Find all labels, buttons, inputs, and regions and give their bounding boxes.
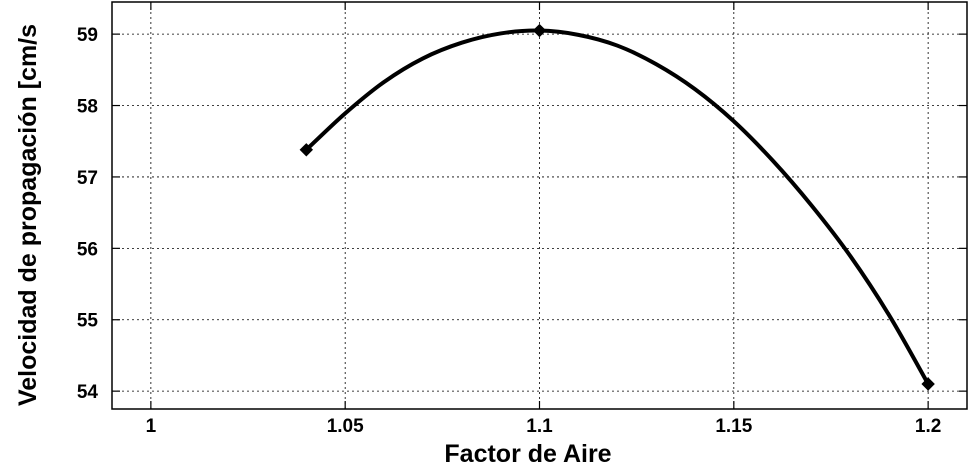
- x-axis-title: Factor de Aire: [444, 440, 611, 464]
- y-tick-label: 57: [77, 168, 98, 189]
- plot-area: [112, 2, 967, 409]
- x-tick-label: 1.2: [915, 416, 941, 437]
- x-tick-label: 1.05: [327, 416, 364, 437]
- markers-layer: [299, 23, 935, 391]
- data-point-marker: [299, 143, 314, 157]
- y-tick-label: 58: [77, 97, 98, 118]
- x-tick-label: 1.1: [526, 416, 553, 437]
- y-axis-title: Velocidad de propagación [cm/s: [14, 24, 42, 406]
- axis-ticks: [112, 2, 967, 409]
- y-tick-label: 56: [77, 239, 98, 260]
- x-tick-label: 1: [146, 416, 157, 437]
- x-tick-labels: 1 1.05 1.1 1.15 1.2: [146, 416, 942, 437]
- series-layer: [304, 28, 931, 387]
- data-point-marker: [921, 377, 935, 391]
- x-tick-label: 1.15: [715, 416, 752, 437]
- y-tick-label: 59: [77, 25, 98, 46]
- y-tick-label: 54: [77, 382, 99, 403]
- y-tick-labels: 54 55 56 57 58 59: [77, 25, 99, 403]
- y-tick-label: 55: [77, 311, 99, 332]
- plot-frame: [111, 1, 968, 410]
- series-line: [304, 28, 931, 387]
- data-point-marker: [532, 23, 547, 38]
